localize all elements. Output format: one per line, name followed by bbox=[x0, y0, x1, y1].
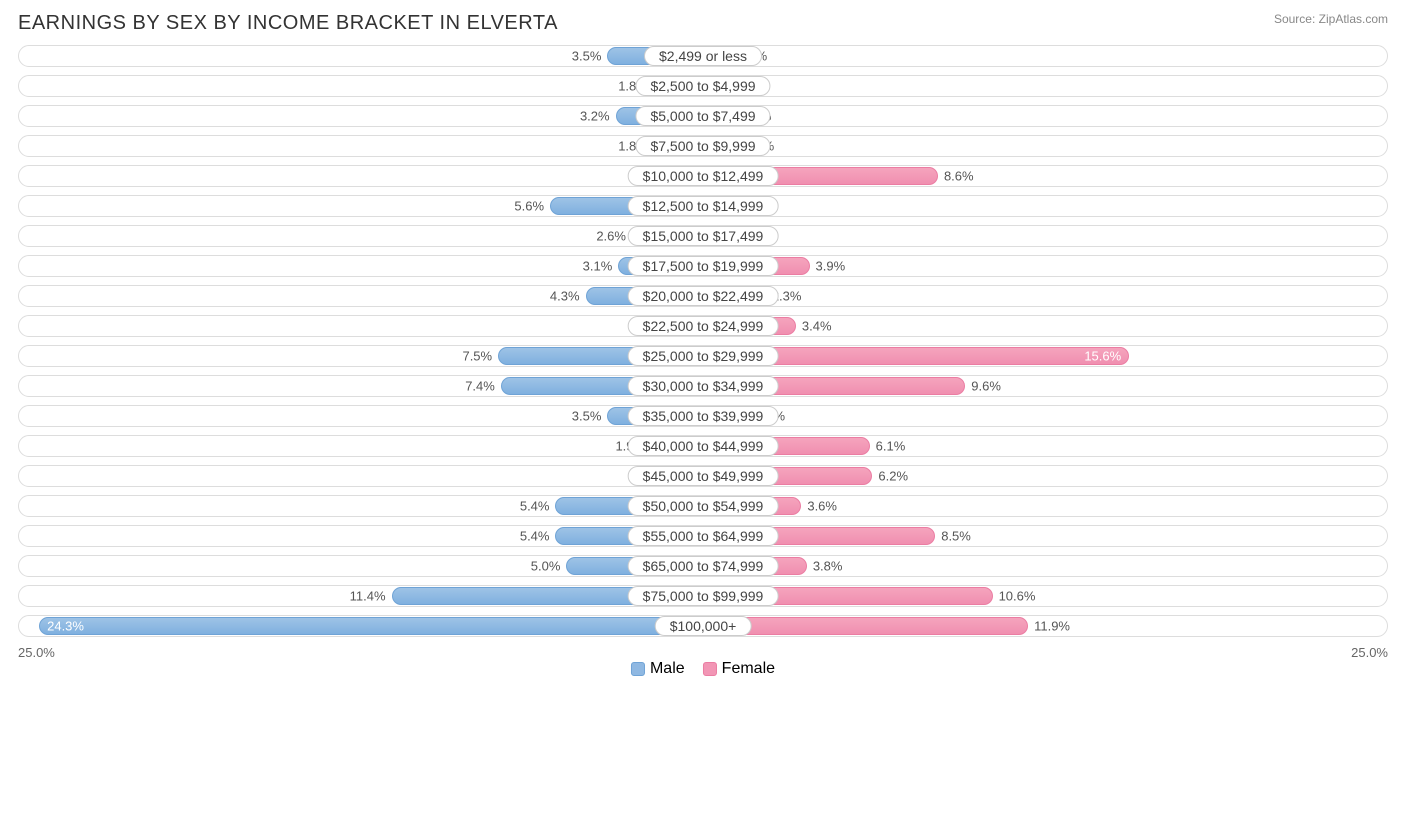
category-label: $55,000 to $64,999 bbox=[628, 526, 779, 546]
chart-row: 11.4% 10.6% $75,000 to $99,999 bbox=[18, 585, 1388, 607]
chart-row: 4.3%2.3%$20,000 to $22,499 bbox=[18, 285, 1388, 307]
category-label: $65,000 to $74,999 bbox=[628, 556, 779, 576]
category-label: $45,000 to $49,999 bbox=[628, 466, 779, 486]
chart-row: 24.3% 11.9% $100,000+ bbox=[18, 615, 1388, 637]
male-bar bbox=[39, 617, 703, 635]
diverging-bar-chart: 3.5%0.78%$2,499 or less 1.8%0.16%$2,500 t… bbox=[18, 45, 1388, 637]
category-label: $30,000 to $34,999 bbox=[628, 376, 779, 396]
chart-row: 3.2%1.2%$5,000 to $7,499 bbox=[18, 105, 1388, 127]
chart-source: Source: ZipAtlas.com bbox=[1274, 12, 1388, 26]
category-label: $5,000 to $7,499 bbox=[635, 106, 770, 126]
category-label: $100,000+ bbox=[655, 616, 752, 636]
category-label: $2,500 to $4,999 bbox=[635, 76, 770, 96]
chart-row: 7.5% 15.6% $25,000 to $29,999 bbox=[18, 345, 1388, 367]
chart-row: 5.0% 3.8% $65,000 to $74,999 bbox=[18, 555, 1388, 577]
female-value-label: 11.9% bbox=[1028, 619, 1070, 634]
female-bar bbox=[703, 617, 1028, 635]
category-label: $35,000 to $39,999 bbox=[628, 406, 779, 426]
category-label: $15,000 to $17,499 bbox=[628, 226, 779, 246]
male-value-label: 4.3% bbox=[550, 289, 586, 304]
category-label: $22,500 to $24,999 bbox=[628, 316, 779, 336]
chart-row: 1.4%3.4%$22,500 to $24,999 bbox=[18, 315, 1388, 337]
male-value-label: 2.6% bbox=[596, 229, 632, 244]
category-label: $75,000 to $99,999 bbox=[628, 586, 779, 606]
chart-row: 2.6%0.55%$15,000 to $17,499 bbox=[18, 225, 1388, 247]
female-value-label: 8.5% bbox=[935, 529, 971, 544]
category-label: $12,500 to $14,999 bbox=[628, 196, 779, 216]
chart-row: 5.6%0.31%$12,500 to $14,999 bbox=[18, 195, 1388, 217]
female-value-label: 10.6% bbox=[993, 589, 1036, 604]
chart-legend: Male Female bbox=[631, 660, 775, 678]
male-value-label: 5.6% bbox=[514, 199, 550, 214]
male-value-label: 3.5% bbox=[572, 409, 608, 424]
chart-row: 7.4% 9.6% $30,000 to $34,999 bbox=[18, 375, 1388, 397]
male-value-label: 5.0% bbox=[531, 559, 567, 574]
male-value-label: 7.4% bbox=[465, 379, 501, 394]
male-value-label: 5.4% bbox=[520, 529, 556, 544]
legend-female-label: Female bbox=[722, 660, 775, 678]
category-label: $2,499 or less bbox=[644, 46, 762, 66]
female-value-label: 3.6% bbox=[801, 499, 837, 514]
male-value-label: 5.4% bbox=[520, 499, 556, 514]
female-value-label: 3.9% bbox=[810, 259, 846, 274]
female-value-label: 9.6% bbox=[965, 379, 1001, 394]
chart-row: 3.5%0.78%$2,499 or less bbox=[18, 45, 1388, 67]
male-swatch-icon bbox=[631, 662, 645, 676]
male-value-label: 3.1% bbox=[583, 259, 619, 274]
chart-row: 0.68%8.6%$10,000 to $12,499 bbox=[18, 165, 1388, 187]
category-label: $25,000 to $29,999 bbox=[628, 346, 779, 366]
female-value-label: 8.6% bbox=[938, 169, 974, 184]
chart-row: 3.5%1.7%$35,000 to $39,999 bbox=[18, 405, 1388, 427]
female-value-label: 3.8% bbox=[807, 559, 843, 574]
male-value-label: 7.5% bbox=[462, 349, 498, 364]
chart-row: 1.8%0.16%$2,500 to $4,999 bbox=[18, 75, 1388, 97]
chart-row: 0.45%6.2%$45,000 to $49,999 bbox=[18, 465, 1388, 487]
chart-row: 5.4% 3.6% $50,000 to $54,999 bbox=[18, 495, 1388, 517]
category-label: $10,000 to $12,499 bbox=[628, 166, 779, 186]
chart-row: 5.4% 8.5% $55,000 to $64,999 bbox=[18, 525, 1388, 547]
category-label: $40,000 to $44,999 bbox=[628, 436, 779, 456]
axis-left-label: 25.0% bbox=[18, 645, 55, 660]
legend-male: Male bbox=[631, 660, 685, 678]
female-value-label: 6.1% bbox=[870, 439, 906, 454]
male-value-label: 3.5% bbox=[572, 49, 608, 64]
male-value-label: 24.3% bbox=[39, 619, 84, 634]
female-value-label: 15.6% bbox=[1084, 349, 1129, 364]
male-value-label: 11.4% bbox=[350, 589, 392, 604]
chart-row: 1.9%6.1%$40,000 to $44,999 bbox=[18, 435, 1388, 457]
female-swatch-icon bbox=[703, 662, 717, 676]
female-value-label: 6.2% bbox=[872, 469, 908, 484]
category-label: $50,000 to $54,999 bbox=[628, 496, 779, 516]
chart-row: 3.1% 3.9% $17,500 to $19,999 bbox=[18, 255, 1388, 277]
chart-row: 1.8%1.3%$7,500 to $9,999 bbox=[18, 135, 1388, 157]
legend-male-label: Male bbox=[650, 660, 685, 678]
male-value-label: 3.2% bbox=[580, 109, 616, 124]
category-label: $7,500 to $9,999 bbox=[635, 136, 770, 156]
legend-female: Female bbox=[703, 660, 775, 678]
female-value-label: 3.4% bbox=[796, 319, 832, 334]
chart-title: EARNINGS BY SEX BY INCOME BRACKET IN ELV… bbox=[18, 12, 558, 35]
category-label: $17,500 to $19,999 bbox=[628, 256, 779, 276]
axis-right-label: 25.0% bbox=[1351, 645, 1388, 660]
category-label: $20,000 to $22,499 bbox=[628, 286, 779, 306]
